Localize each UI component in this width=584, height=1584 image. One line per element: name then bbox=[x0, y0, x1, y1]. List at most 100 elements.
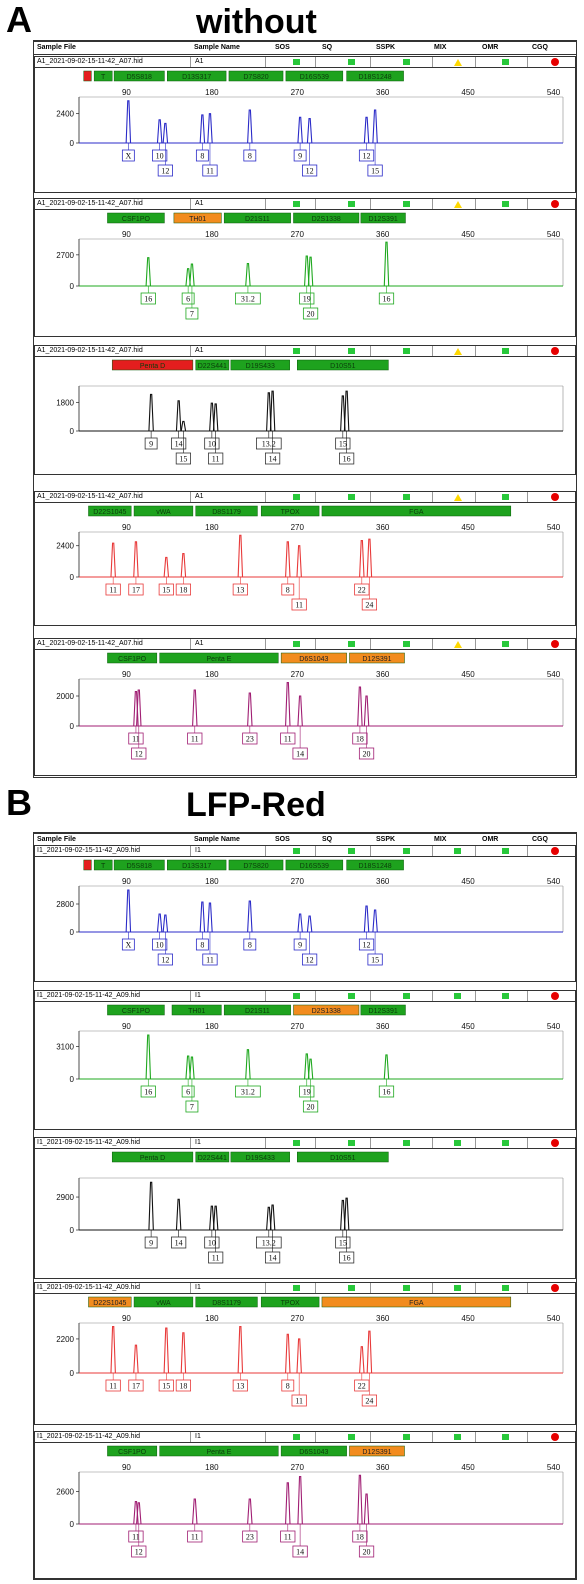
allele-peak[interactable]: 8 bbox=[195, 114, 209, 162]
marker-bin[interactable]: D6S1043 bbox=[280, 652, 347, 664]
marker-bin[interactable]: D7S820 bbox=[228, 70, 284, 82]
allele-peak[interactable]: 7 bbox=[185, 1056, 199, 1113]
marker-bin[interactable]: FGA bbox=[321, 505, 512, 517]
marker-bin[interactable]: D22S441 bbox=[195, 359, 230, 371]
allele-peak[interactable]: 12 bbox=[131, 689, 147, 760]
allele-peak[interactable]: 9 bbox=[144, 393, 158, 450]
marker-bin[interactable]: D2S1338 bbox=[293, 1004, 360, 1016]
allele-peak[interactable]: 20 bbox=[302, 1058, 319, 1113]
allele-peak[interactable]: 16 bbox=[378, 1054, 395, 1098]
allele-peak[interactable]: 14 bbox=[292, 1475, 308, 1558]
marker-bin[interactable] bbox=[83, 859, 92, 871]
marker-bin[interactable]: D8S1179 bbox=[195, 1296, 258, 1308]
allele-peak[interactable]: 14 bbox=[171, 1198, 187, 1249]
allele-peak[interactable]: 18 bbox=[175, 1332, 191, 1392]
marker-bin[interactable]: vWA bbox=[133, 505, 194, 517]
allele-peak[interactable]: 15 bbox=[367, 109, 383, 177]
marker-bin[interactable]: T bbox=[93, 859, 113, 871]
allele-peak[interactable]: 9 bbox=[293, 116, 307, 162]
allele-peak[interactable]: 11 bbox=[208, 403, 224, 465]
allele-peak[interactable]: 22 bbox=[354, 1346, 370, 1392]
allele-peak[interactable]: 11 bbox=[105, 542, 121, 596]
allele-peak[interactable]: 20 bbox=[302, 256, 319, 320]
marker-bin[interactable]: Penta E bbox=[159, 1445, 279, 1457]
allele-peak[interactable]: 20 bbox=[358, 695, 375, 760]
marker-bin[interactable]: D18S1248 bbox=[346, 70, 404, 82]
allele-peak[interactable]: 6 bbox=[181, 268, 195, 305]
allele-peak[interactable]: 11 bbox=[291, 545, 307, 611]
marker-bin[interactable]: D5S818 bbox=[113, 70, 165, 82]
allele-peak[interactable]: 16 bbox=[339, 1197, 355, 1264]
marker-bin[interactable]: D21S11 bbox=[223, 1004, 291, 1016]
allele-peak[interactable]: 16 bbox=[140, 1034, 156, 1098]
marker-bin[interactable]: TH01 bbox=[171, 1004, 222, 1016]
marker-bin[interactable]: D19S433 bbox=[230, 359, 290, 371]
allele-peak[interactable]: 12 bbox=[157, 914, 173, 966]
marker-bin[interactable]: Penta D bbox=[111, 1151, 194, 1163]
marker-bin[interactable]: D10S51 bbox=[297, 1151, 389, 1163]
marker-bin[interactable]: D7S820 bbox=[228, 859, 284, 871]
allele-peak[interactable]: 19 bbox=[299, 255, 315, 305]
allele-peak[interactable]: 7 bbox=[185, 263, 199, 320]
allele-peak[interactable]: 6 bbox=[181, 1055, 195, 1098]
allele-peak[interactable]: 11 bbox=[202, 113, 218, 177]
allele-peak[interactable]: 18 bbox=[352, 1474, 368, 1543]
allele-peak[interactable]: 24 bbox=[361, 1330, 378, 1407]
marker-bin[interactable]: CSF1PO bbox=[107, 652, 158, 664]
marker-bin[interactable]: TPOX bbox=[260, 1296, 320, 1308]
allele-peak[interactable]: 15 bbox=[367, 909, 383, 966]
marker-bin[interactable]: D5S818 bbox=[113, 859, 165, 871]
allele-peak[interactable]: 11 bbox=[280, 1482, 296, 1543]
marker-bin[interactable]: CSF1PO bbox=[107, 1445, 158, 1457]
marker-bin[interactable]: FGA bbox=[321, 1296, 512, 1308]
allele-peak[interactable]: 8 bbox=[281, 1333, 295, 1392]
allele-peak[interactable]: 23 bbox=[242, 1498, 258, 1543]
allele-peak[interactable]: 18 bbox=[175, 552, 191, 596]
allele-peak[interactable]: 15 bbox=[335, 395, 351, 450]
marker-bin[interactable] bbox=[83, 70, 92, 82]
allele-peak[interactable]: 15 bbox=[175, 420, 191, 465]
allele-peak[interactable]: 11 bbox=[208, 1205, 224, 1264]
allele-peak[interactable]: 15 bbox=[158, 1327, 174, 1392]
marker-bin[interactable]: Penta E bbox=[159, 652, 279, 664]
allele-peak[interactable]: 14 bbox=[292, 695, 308, 760]
allele-peak[interactable]: 9 bbox=[144, 1181, 158, 1249]
allele-peak[interactable]: 13 bbox=[232, 534, 248, 596]
allele-peak[interactable]: 9 bbox=[293, 913, 307, 951]
allele-peak[interactable]: 11 bbox=[187, 1498, 203, 1543]
marker-bin[interactable]: TPOX bbox=[260, 505, 320, 517]
allele-peak[interactable]: 18 bbox=[352, 686, 368, 745]
allele-peak[interactable]: 11 bbox=[280, 681, 296, 745]
allele-peak[interactable]: 14 bbox=[264, 1204, 281, 1264]
marker-bin[interactable]: D12S391 bbox=[349, 1445, 405, 1457]
allele-peak[interactable]: 10 bbox=[204, 1205, 220, 1249]
marker-bin[interactable]: D22S441 bbox=[195, 1151, 230, 1163]
allele-peak[interactable]: 20 bbox=[358, 1493, 375, 1558]
marker-bin[interactable]: D21S11 bbox=[223, 212, 291, 224]
marker-bin[interactable]: D22S1045 bbox=[88, 505, 132, 517]
allele-peak[interactable]: 12 bbox=[302, 118, 318, 177]
marker-bin[interactable]: TH01 bbox=[173, 212, 222, 224]
allele-peak[interactable]: 10 bbox=[204, 402, 220, 450]
allele-peak[interactable]: 16 bbox=[140, 257, 156, 305]
allele-peak[interactable]: 12 bbox=[358, 116, 375, 162]
allele-peak[interactable]: 15 bbox=[158, 556, 174, 596]
allele-peak[interactable]: 8 bbox=[281, 541, 295, 596]
marker-bin[interactable]: D2S1338 bbox=[293, 212, 360, 224]
marker-bin[interactable]: D10S51 bbox=[297, 359, 389, 371]
marker-bin[interactable]: D19S433 bbox=[230, 1151, 290, 1163]
marker-bin[interactable]: D22S1045 bbox=[88, 1296, 132, 1308]
allele-peak[interactable]: 11 bbox=[291, 1338, 307, 1407]
marker-bin[interactable]: D8S1179 bbox=[195, 505, 258, 517]
marker-bin[interactable]: CSF1PO bbox=[107, 212, 165, 224]
marker-bin[interactable]: vWA bbox=[133, 1296, 194, 1308]
allele-peak[interactable]: 8 bbox=[195, 901, 209, 951]
marker-bin[interactable]: T bbox=[93, 70, 113, 82]
allele-peak[interactable]: 8 bbox=[243, 109, 257, 162]
allele-peak[interactable]: 16 bbox=[378, 241, 395, 305]
marker-bin[interactable]: D12S391 bbox=[360, 1004, 406, 1016]
allele-peak[interactable]: 8 bbox=[243, 900, 257, 951]
marker-bin[interactable]: D18S1248 bbox=[346, 859, 404, 871]
allele-peak[interactable]: 13.2 bbox=[256, 392, 282, 450]
marker-bin[interactable]: D13S317 bbox=[167, 859, 227, 871]
